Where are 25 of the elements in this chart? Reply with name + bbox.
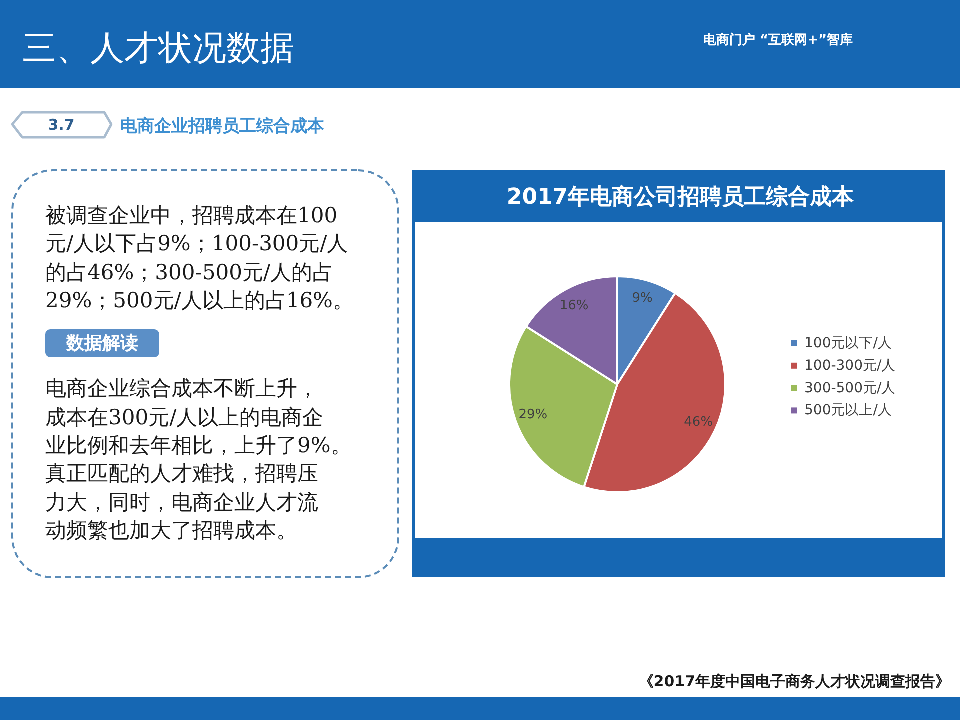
data-label: 16% [560,298,589,314]
text: 被调查企业中，招聘成本在100 [46,204,338,228]
legend-label: 100-300元/人 [804,358,896,374]
text: 真正匹配的人才难找，招聘压 [46,462,318,486]
text: 电商门户 “互联网+”智库 [704,32,854,48]
text: 力大，同时，电商企业人才流 [46,490,318,514]
text: 元/人以下占9%；100-300元/人 [46,232,348,256]
text: 三、人才状况数据 [22,28,294,68]
data-label: 29% [518,407,548,422]
text: 电商企业综合成本不断上升， [46,376,318,400]
text: 动频繁也加大了招聘成本。 [46,518,298,542]
legend-label: 300-500元/人 [804,380,896,396]
text: 3.7 [48,116,75,134]
legend-label: 500元以上/人 [804,402,892,419]
chart-title: 2017年电商公司招聘员工综合成本 [506,184,856,210]
data-label: 46% [684,415,714,430]
text: 的占46%；300-500元/人的占 [46,260,334,284]
text: 成本在300元/人以上的电商企 [46,406,324,430]
data-label: 9% [632,290,653,306]
text: 数据解读 [66,333,138,354]
legend-label: 100元以下/人 [804,336,892,352]
text: 29%；500元/人以上的占16%。 [46,288,354,312]
text: 电商企业招聘员工综合成本 [120,116,326,136]
text: 业比例和去年相比，上升了9%。 [46,434,352,458]
text: 《2017年度中国电子商务人才状况调查报告》 [638,672,950,690]
